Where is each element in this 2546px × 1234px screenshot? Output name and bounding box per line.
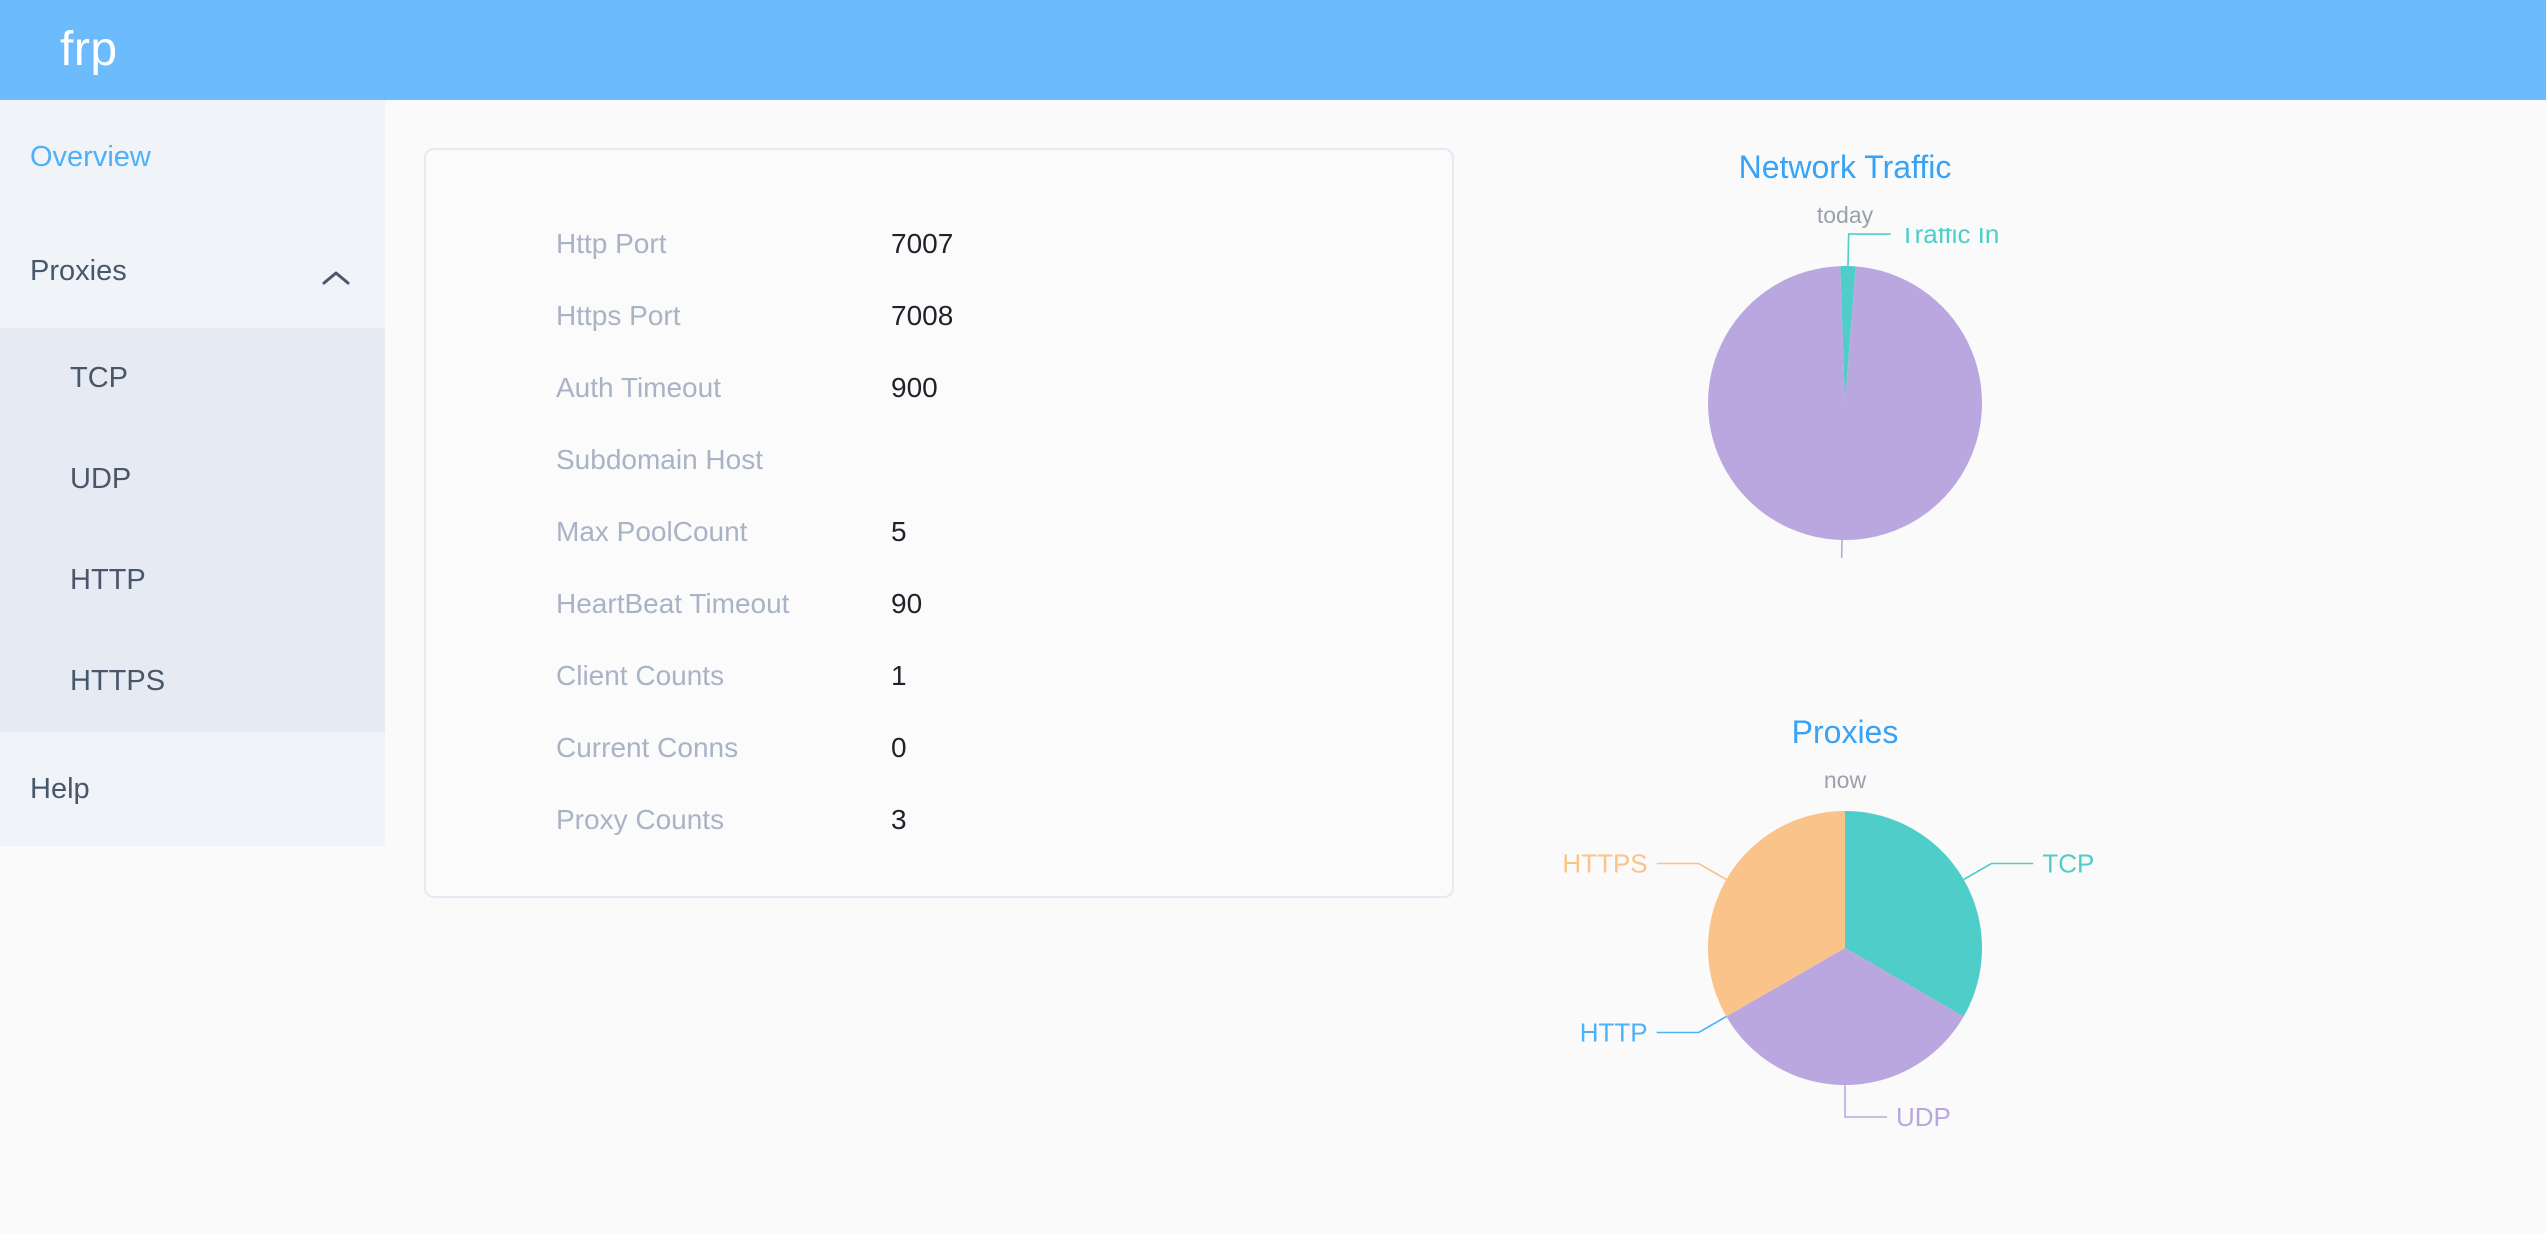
sidebar-item-label-http: HTTP	[70, 564, 146, 596]
sidebar-item-label-https: HTTPS	[70, 665, 166, 697]
pie-label-traffic-out: Traffic Out	[1670, 557, 1791, 558]
info-label-subdomain-host: Subdomain Host	[556, 444, 764, 475]
server-info-table: Http Port 7007 Https Port 7008 Auth Time…	[556, 208, 1316, 856]
chart-subtitle-network-traffic: today	[1816, 202, 1874, 229]
pie-slice-https	[1708, 811, 1845, 1017]
network-traffic-chart: Network Traffic today Traffic InTraffic …	[1545, 149, 2145, 559]
info-value-current-conns: 0	[891, 732, 907, 763]
proxies-chart: Proxies now TCP UDP HTTP HTTPS	[1545, 714, 2145, 1133]
info-value-auth-timeout: 900	[891, 372, 938, 403]
sidebar-item-label-udp: UDP	[70, 463, 132, 495]
pie-label-https: HTTPS	[1562, 849, 1647, 879]
pie-label-tcp: TCP	[2042, 849, 2094, 879]
table-row: Https Port 7008	[556, 280, 1316, 352]
table-row: Subdomain Host	[556, 424, 1316, 496]
pie-slice-traffic-in	[1840, 266, 1856, 404]
info-label-https-port: Https Port	[556, 300, 681, 331]
proxies-pie[interactable]: TCP UDP HTTP HTTPS	[1545, 793, 2145, 1133]
info-label-max-poolcount: Max PoolCount	[556, 516, 748, 547]
sidebar-item-label-proxies: Proxies	[30, 254, 127, 287]
info-value-https-port: 7008	[891, 300, 954, 331]
sidebar-item-label-help: Help	[30, 772, 90, 805]
sidebar-group-proxies[interactable]: Proxies	[0, 214, 385, 328]
pie-slice-tcp	[1845, 811, 1982, 1017]
chevron-up-icon	[321, 262, 351, 285]
info-label-heartbeat-timeout: HeartBeat Timeout	[556, 588, 790, 619]
pie-leader-line	[1963, 863, 2034, 881]
table-row: Http Port 7007	[556, 208, 1316, 280]
pie-label-udp: UDP	[1896, 1102, 1951, 1132]
info-label-http-port: Http Port	[556, 228, 667, 259]
pie-slice-traffic-out	[1708, 266, 1982, 541]
table-row: Proxy Counts 3	[556, 784, 1316, 856]
info-label-proxy-counts: Proxy Counts	[556, 804, 725, 835]
sidebar-item-tcp[interactable]: TCP	[0, 328, 385, 429]
sidebar-item-overview[interactable]: Overview	[0, 100, 385, 214]
app-header: frp	[0, 0, 2546, 100]
network-traffic-pie[interactable]: Traffic In Traffic Out	[1545, 228, 2145, 559]
sidebar-item-https[interactable]: HTTPS	[0, 631, 385, 732]
pie-leader-line	[1656, 1016, 1727, 1034]
info-value-proxy-counts: 3	[891, 804, 907, 835]
sidebar-help-zone: Help	[0, 732, 385, 846]
sidebar-item-label-overview: Overview	[30, 140, 151, 173]
sidebar-nav: Overview Proxies TCP UDP HTTP HTTPS	[0, 100, 385, 846]
pie-leader-line	[1847, 233, 1891, 267]
info-value-max-poolcount: 5	[891, 516, 907, 547]
info-label-auth-timeout: Auth Timeout	[556, 372, 721, 403]
table-row: Auth Timeout 900	[556, 352, 1316, 424]
brand-logo: frp	[60, 23, 118, 76]
pie-label-http: HTTP	[1580, 1018, 1648, 1048]
table-row: Max PoolCount 5	[556, 496, 1316, 568]
chart-title-proxies: Proxies	[1791, 714, 1899, 750]
info-label-current-conns: Current Conns	[556, 732, 739, 763]
info-label-client-counts: Client Counts	[556, 660, 725, 691]
table-row: HeartBeat Timeout 90	[556, 568, 1316, 640]
pie-label-traffic-in: Traffic In	[1900, 228, 2000, 249]
table-row: Current Conns 0	[556, 712, 1316, 784]
chart-title-network-traffic: Network Traffic	[1738, 149, 1952, 185]
sidebar-submenu-proxies: TCP UDP HTTP HTTPS	[0, 328, 385, 732]
info-value-client-counts: 1	[891, 660, 907, 691]
info-value-http-port: 7007	[891, 228, 954, 259]
pie-leader-line	[1840, 540, 1843, 559]
server-info-card: Http Port 7007 Https Port 7008 Auth Time…	[424, 148, 1454, 898]
info-value-heartbeat-timeout: 90	[891, 588, 923, 619]
pie-leader-line	[1656, 863, 1727, 881]
sidebar-item-label-tcp: TCP	[70, 362, 128, 394]
sidebar-item-help[interactable]: Help	[0, 732, 385, 846]
pie-slice-udp	[1726, 948, 1964, 1086]
sidebar-item-http[interactable]: HTTP	[0, 530, 385, 631]
sidebar-item-udp[interactable]: UDP	[0, 429, 385, 530]
pie-leader-line	[1844, 1085, 1887, 1119]
table-row: Client Counts 1	[556, 640, 1316, 712]
chart-subtitle-proxies: now	[1823, 767, 1867, 794]
